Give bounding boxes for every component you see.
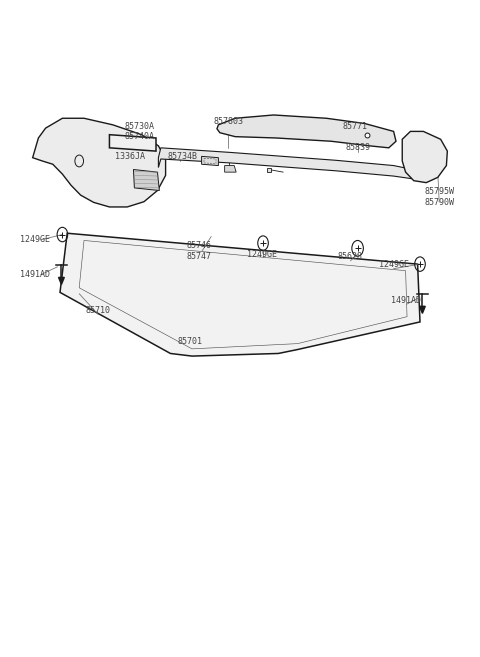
Polygon shape (60, 233, 420, 356)
Polygon shape (109, 135, 156, 151)
Text: 1491AD: 1491AD (20, 270, 49, 279)
Polygon shape (225, 166, 236, 172)
Polygon shape (79, 240, 407, 349)
Text: 85795W
85790W: 85795W 85790W (424, 187, 454, 207)
Text: 857803: 857803 (213, 117, 243, 126)
Polygon shape (33, 118, 166, 207)
Text: 85746
85747: 85746 85747 (187, 241, 212, 261)
Text: 85839: 85839 (345, 143, 370, 152)
Text: 1336JA: 1336JA (115, 152, 144, 161)
Text: 85734B: 85734B (168, 152, 197, 161)
Text: 1249GE: 1249GE (20, 235, 49, 244)
Text: 85730A
85740A: 85730A 85740A (124, 122, 154, 141)
Text: 85628: 85628 (338, 252, 363, 261)
Polygon shape (133, 170, 159, 191)
Polygon shape (402, 131, 447, 183)
Text: 1249GE: 1249GE (247, 250, 276, 260)
Text: 85701: 85701 (177, 337, 202, 346)
Text: 1491AD: 1491AD (391, 296, 420, 305)
Text: 85710: 85710 (86, 306, 111, 315)
Polygon shape (202, 156, 218, 166)
Text: 1249GE: 1249GE (379, 260, 408, 269)
Polygon shape (217, 115, 396, 148)
Polygon shape (59, 277, 64, 284)
Polygon shape (158, 148, 413, 179)
Text: 85771: 85771 (343, 122, 368, 131)
Polygon shape (420, 306, 425, 313)
